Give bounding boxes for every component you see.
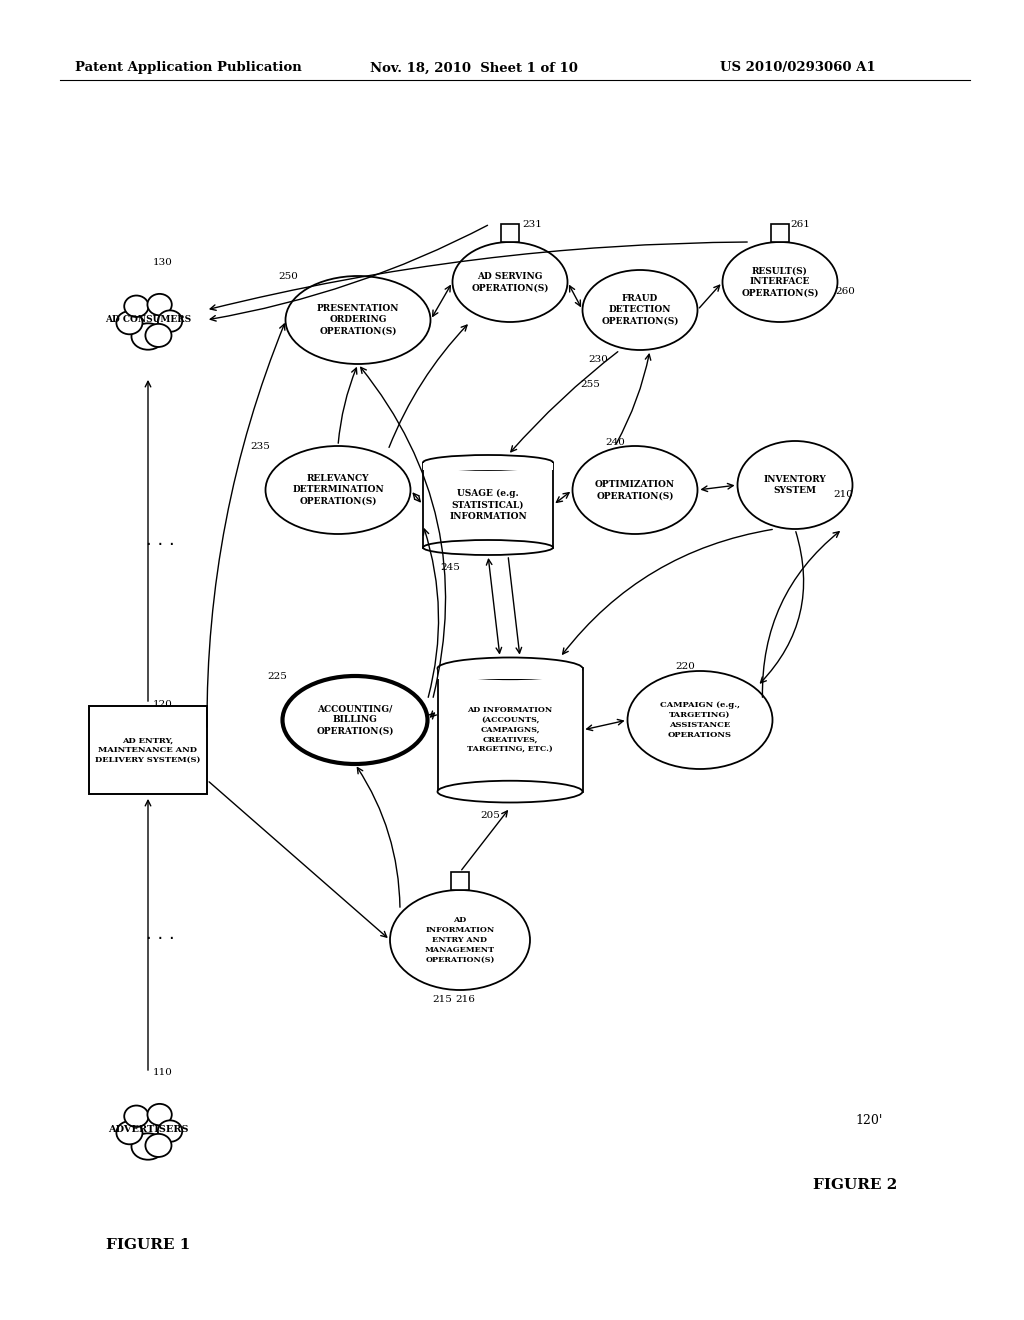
Ellipse shape — [423, 540, 553, 554]
Text: 220: 220 — [675, 663, 695, 671]
Text: ACCOUNTING/
BILLING
OPERATION(S): ACCOUNTING/ BILLING OPERATION(S) — [316, 705, 394, 735]
Ellipse shape — [147, 1104, 172, 1126]
Text: RELEVANCY
DETERMINATION
OPERATION(S): RELEVANCY DETERMINATION OPERATION(S) — [292, 474, 384, 506]
Ellipse shape — [423, 455, 553, 470]
Text: 261: 261 — [790, 220, 810, 228]
Text: FRAUD
DETECTION
OPERATION(S): FRAUD DETECTION OPERATION(S) — [601, 294, 679, 326]
Text: 216: 216 — [455, 995, 475, 1005]
Text: 215: 215 — [432, 995, 452, 1005]
Ellipse shape — [737, 441, 853, 529]
Bar — [423, 462, 553, 548]
Text: 240: 240 — [605, 438, 625, 447]
Text: 235: 235 — [250, 442, 270, 451]
Bar — [771, 224, 790, 242]
Text: 120': 120' — [855, 1114, 883, 1126]
Text: FIGURE 2: FIGURE 2 — [813, 1177, 897, 1192]
Text: 120: 120 — [153, 700, 173, 709]
Text: 250: 250 — [278, 272, 298, 281]
Ellipse shape — [265, 446, 411, 535]
Text: INVENTORY
SYSTEM: INVENTORY SYSTEM — [764, 475, 826, 495]
Ellipse shape — [131, 323, 165, 350]
Text: . . .: . . . — [145, 531, 174, 549]
Text: 130: 130 — [153, 257, 173, 267]
Text: . . .: . . . — [145, 925, 174, 942]
Text: 210: 210 — [833, 490, 853, 499]
Text: RESULT(S)
INTERFACE
OPERATION(S): RESULT(S) INTERFACE OPERATION(S) — [741, 267, 819, 297]
Ellipse shape — [147, 294, 172, 315]
Ellipse shape — [286, 276, 430, 364]
Ellipse shape — [158, 310, 182, 331]
Text: 260: 260 — [835, 286, 855, 296]
Ellipse shape — [117, 312, 142, 334]
Ellipse shape — [437, 657, 583, 680]
Text: CAMPAIGN (e.g.,
TARGETING)
ASSISTANCE
OPERATIONS: CAMPAIGN (e.g., TARGETING) ASSISTANCE OP… — [660, 701, 740, 739]
Ellipse shape — [145, 323, 171, 347]
Text: 205: 205 — [480, 810, 500, 820]
Text: FIGURE 1: FIGURE 1 — [105, 1238, 190, 1251]
Bar — [423, 462, 553, 470]
Ellipse shape — [283, 676, 427, 764]
Text: ADVERTISERS: ADVERTISERS — [108, 1126, 188, 1134]
Text: 110: 110 — [153, 1068, 173, 1077]
Text: AD
INFORMATION
ENTRY AND
MANAGEMENT
OPERATION(S): AD INFORMATION ENTRY AND MANAGEMENT OPER… — [425, 916, 495, 964]
Ellipse shape — [628, 671, 772, 770]
Ellipse shape — [124, 296, 148, 317]
Ellipse shape — [117, 1121, 142, 1144]
Ellipse shape — [145, 1134, 171, 1156]
Text: 231: 231 — [522, 220, 542, 228]
Ellipse shape — [124, 1106, 148, 1127]
Bar — [89, 706, 207, 795]
Text: 225: 225 — [267, 672, 287, 681]
Text: AD SERVING
OPERATION(S): AD SERVING OPERATION(S) — [471, 272, 549, 292]
Text: AD INFORMATION
(ACCOUNTS,
CAMPAIGNS,
CREATIVES,
TARGETING, ETC.): AD INFORMATION (ACCOUNTS, CAMPAIGNS, CRE… — [467, 706, 553, 754]
Text: 255: 255 — [580, 380, 600, 389]
Text: AD ENTRY,
MAINTENANCE AND
DELIVERY SYSTEM(S): AD ENTRY, MAINTENANCE AND DELIVERY SYSTE… — [95, 737, 201, 764]
Ellipse shape — [158, 1121, 182, 1142]
Text: Patent Application Publication: Patent Application Publication — [75, 62, 302, 74]
Text: Nov. 18, 2010  Sheet 1 of 10: Nov. 18, 2010 Sheet 1 of 10 — [370, 62, 578, 74]
Ellipse shape — [453, 242, 567, 322]
Ellipse shape — [390, 890, 530, 990]
Text: OPTIMIZATION
OPERATION(S): OPTIMIZATION OPERATION(S) — [595, 480, 675, 500]
Ellipse shape — [437, 780, 583, 803]
Text: USAGE (e.g.
STATISTICAL)
INFORMATION: USAGE (e.g. STATISTICAL) INFORMATION — [450, 490, 527, 520]
Ellipse shape — [583, 271, 697, 350]
Text: AD CONSUMERS: AD CONSUMERS — [104, 315, 191, 325]
Text: US 2010/0293060 A1: US 2010/0293060 A1 — [720, 62, 876, 74]
Ellipse shape — [572, 446, 697, 535]
Text: PRESENTATION
ORDERING
OPERATION(S): PRESENTATION ORDERING OPERATION(S) — [316, 305, 399, 335]
Text: 245: 245 — [440, 564, 460, 572]
Ellipse shape — [723, 242, 838, 322]
Text: 230: 230 — [588, 355, 608, 364]
Bar — [437, 668, 583, 680]
Bar — [501, 224, 519, 242]
Ellipse shape — [131, 1134, 165, 1160]
Bar — [437, 668, 583, 792]
Bar — [451, 873, 469, 890]
